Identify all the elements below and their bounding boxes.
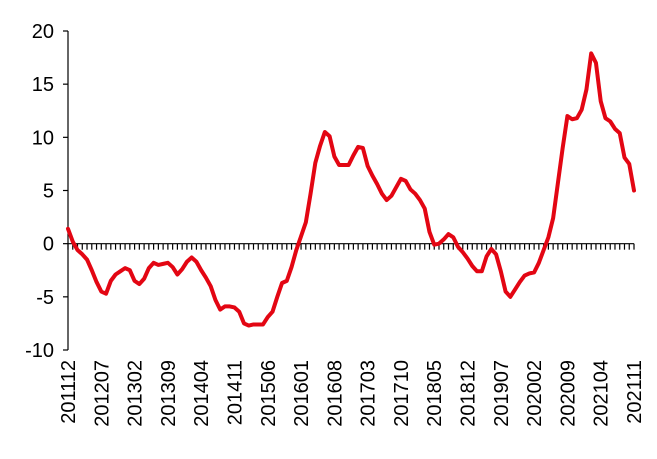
x-tick-label: 201805 <box>424 360 446 427</box>
y-tick-label: 0 <box>43 234 54 256</box>
x-tick-label: 201907 <box>491 360 513 427</box>
x-axis: 201112 201207 201302 201309 201404 201411 2015… <box>58 243 646 427</box>
y-axis: -10 -5 0 5 10 15 20 <box>25 21 69 362</box>
y-tick-label: 10 <box>32 127 54 149</box>
x-tick-label: 202111 <box>624 360 646 424</box>
y-tick-label: 5 <box>43 181 54 203</box>
x-tick-label: 201703 <box>358 360 380 427</box>
x-tick-label: 201608 <box>324 360 346 427</box>
x-tick-label: 201207 <box>91 360 113 427</box>
x-tick-label: 201812 <box>458 360 480 427</box>
x-tick-label: 201601 <box>291 360 313 427</box>
x-tick-label: 201710 <box>391 360 413 427</box>
x-tick-label: 202104 <box>591 360 613 427</box>
x-tick-label: 201112 <box>58 360 80 424</box>
x-tick-label: 202002 <box>524 360 546 427</box>
series-line-0 <box>66 51 636 328</box>
x-tick-label: 201411 <box>224 360 246 425</box>
x-tick-label: 201404 <box>191 360 213 427</box>
y-tick-label: -5 <box>36 287 54 309</box>
y-tick-label: -10 <box>25 340 54 362</box>
series-group <box>66 51 636 328</box>
x-tick-label: 201302 <box>125 360 147 427</box>
x-tick-label: 201506 <box>258 360 280 427</box>
x-tick-label: 201309 <box>158 360 180 427</box>
x-tick-label: 202009 <box>557 360 579 427</box>
y-tick-label: 15 <box>32 74 54 96</box>
y-tick-label: 20 <box>32 21 54 43</box>
